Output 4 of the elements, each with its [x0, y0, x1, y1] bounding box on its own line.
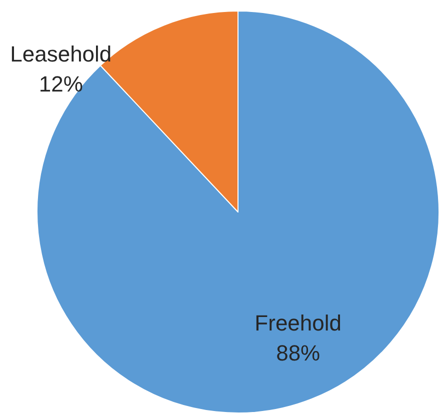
data-label: 88% — [276, 340, 320, 366]
data-label: 12% — [38, 71, 83, 96]
slice-label: Freehold — [254, 310, 342, 336]
slice-label: Leasehold — [10, 41, 112, 66]
